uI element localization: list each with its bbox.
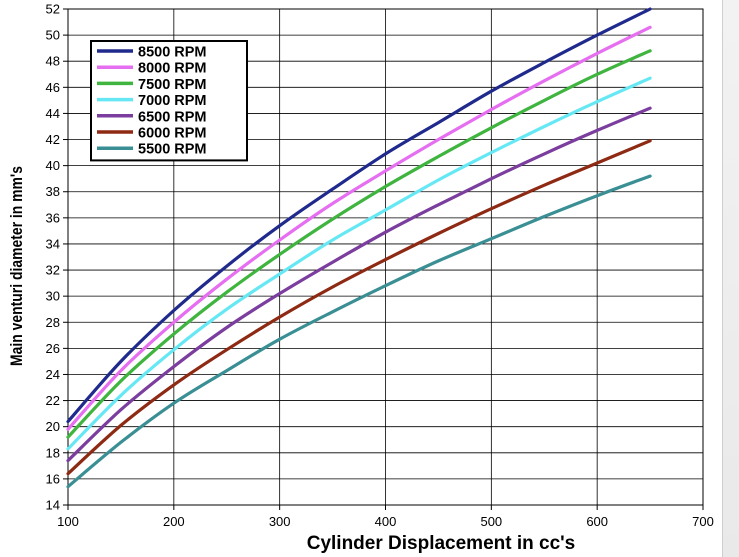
series-line-6500-rpm	[66, 106, 652, 463]
y-tick-label: 30	[46, 289, 60, 304]
y-tick-label: 14	[46, 498, 60, 513]
legend-label: 8500 RPM	[138, 45, 207, 61]
series-line-7500-rpm	[66, 49, 652, 439]
legend-label: 6000 RPM	[138, 126, 207, 142]
x-tick-label: 200	[163, 514, 185, 529]
series-line-7000-rpm	[66, 76, 652, 451]
legend-label: 8000 RPM	[138, 61, 207, 77]
legend-label: 7000 RPM	[138, 93, 207, 109]
y-tick-label: 48	[46, 54, 60, 69]
series-line-8500-rpm	[66, 7, 652, 424]
y-tick-label: 26	[46, 341, 60, 356]
y-tick-label: 16	[46, 471, 60, 486]
legend-label: 5500 RPM	[138, 142, 207, 158]
y-tick-label: 44	[46, 106, 60, 121]
y-tick-label: 32	[46, 263, 60, 278]
y-tick-label: 42	[46, 132, 60, 147]
y-tick-label: 18	[46, 445, 60, 460]
x-tick-label: 500	[480, 514, 502, 529]
y-tick-label: 46	[46, 80, 60, 95]
series-line-6000-rpm	[66, 139, 652, 476]
y-axis-ticks: 14 16 18 20 22 24 26 28 30 32 34 36 38 40 42 44 46 48 50 52	[46, 2, 68, 513]
y-tick-label: 34	[46, 236, 60, 251]
y-tick-label: 22	[46, 393, 60, 408]
y-tick-label: 38	[46, 184, 60, 199]
y-axis-label: Main venturi diameter in mm's	[8, 166, 27, 366]
legend-label: 7500 RPM	[138, 77, 207, 93]
series-line-8000-rpm	[66, 25, 652, 431]
x-tick-label: 700	[692, 514, 714, 529]
x-tick-label: 600	[586, 514, 608, 529]
x-tick-label: 100	[57, 514, 79, 529]
y-tick-label: 24	[46, 367, 60, 382]
y-tick-label: 40	[46, 158, 60, 173]
y-tick-label: 20	[46, 419, 60, 434]
y-tick-label: 52	[46, 2, 60, 17]
series-lines	[66, 7, 652, 489]
x-tick-label: 400	[375, 514, 397, 529]
y-tick-label: 28	[46, 315, 60, 330]
y-tick-label: 36	[46, 210, 60, 225]
y-tick-label: 50	[46, 28, 60, 43]
x-axis-ticks: 100 200 300 400 500 600 700	[57, 505, 714, 529]
x-tick-label: 300	[269, 514, 291, 529]
series-line-5500-rpm	[66, 174, 652, 489]
legend-label: 6500 RPM	[138, 109, 207, 125]
x-axis-label: Cylinder Displacement in cc's	[307, 533, 576, 554]
